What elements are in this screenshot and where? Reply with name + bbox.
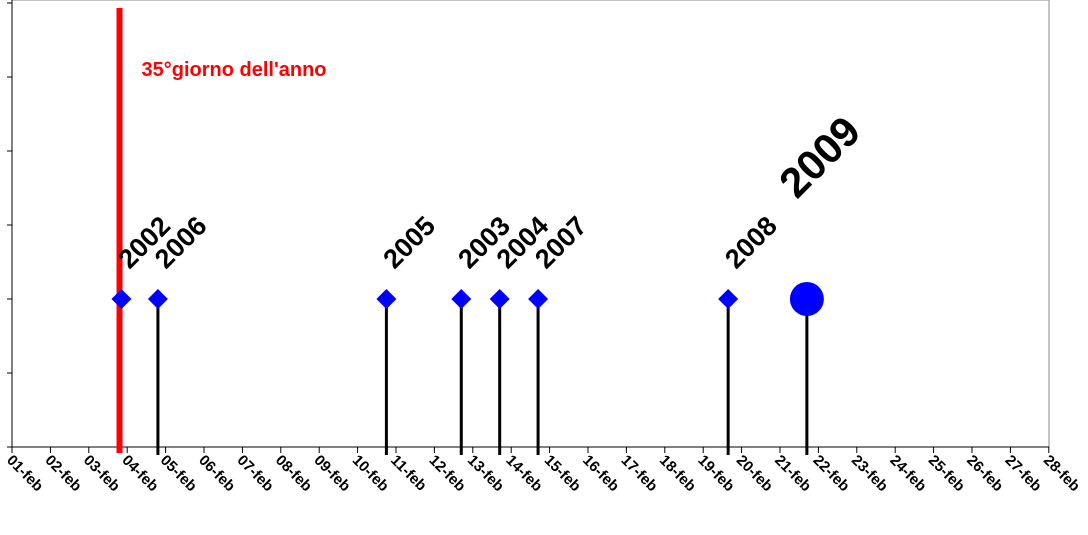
- x-tick-label: 05-feb: [157, 452, 200, 495]
- x-tick-label: 03-feb: [80, 452, 123, 495]
- x-tick-label: 09-feb: [310, 452, 353, 495]
- x-tick-label: 24-feb: [886, 452, 929, 495]
- x-tick-label: 02-feb: [42, 452, 85, 495]
- x-tick-label: 07-feb: [234, 452, 277, 495]
- x-tick-label: 19-feb: [694, 452, 737, 495]
- x-tick-label: 23-feb: [848, 452, 891, 495]
- marker-2002: [111, 289, 132, 309]
- reference-line-group: 35°giorno dell'anno: [116, 8, 327, 453]
- stems: [156, 299, 809, 455]
- year-label-2005: 2005: [377, 211, 441, 275]
- x-tick-label: 25-feb: [925, 452, 968, 495]
- marker-2005: [376, 289, 397, 309]
- x-tick-label: 10-feb: [349, 452, 392, 495]
- x-tick-label: 12-feb: [426, 452, 469, 495]
- marker-2003: [451, 289, 472, 309]
- x-tick-label: 01-feb: [3, 452, 46, 495]
- marker-2007: [528, 289, 549, 309]
- marker-2008: [718, 289, 739, 309]
- year-label-2008: 2008: [719, 211, 783, 275]
- x-tick-label: 22-feb: [810, 452, 853, 495]
- x-tick-label: 18-feb: [656, 452, 699, 495]
- x-tick-label: 16-feb: [579, 452, 622, 495]
- x-tick-label: 17-feb: [618, 452, 661, 495]
- marker-2006: [147, 289, 168, 309]
- markers: [111, 282, 824, 316]
- x-tick-label: 14-feb: [502, 452, 545, 495]
- x-tick-labels: 01-feb02-feb03-feb04-feb05-feb06-feb07-f…: [3, 452, 1083, 495]
- x-tick-label: 21-feb: [771, 452, 814, 495]
- reference-line-label: 35°giorno dell'anno: [142, 59, 327, 81]
- x-tick-label: 04-feb: [118, 452, 161, 495]
- x-tick-label: 13-feb: [464, 452, 507, 495]
- x-tick-label: 08-feb: [272, 452, 315, 495]
- axes: [7, 0, 1050, 453]
- marker-2009: [789, 282, 824, 316]
- x-tick-label: 15-feb: [541, 452, 584, 495]
- x-tick-label: 28-feb: [1040, 452, 1083, 495]
- x-tick-label: 27-feb: [1002, 452, 1045, 495]
- marker-2004: [489, 289, 510, 309]
- x-tick-label: 06-feb: [195, 452, 238, 495]
- x-tick-label: 26-feb: [963, 452, 1006, 495]
- year-label-2009: 2009: [770, 107, 869, 206]
- x-tick-label: 11-feb: [387, 452, 430, 495]
- x-tick-label: 20-feb: [733, 452, 776, 495]
